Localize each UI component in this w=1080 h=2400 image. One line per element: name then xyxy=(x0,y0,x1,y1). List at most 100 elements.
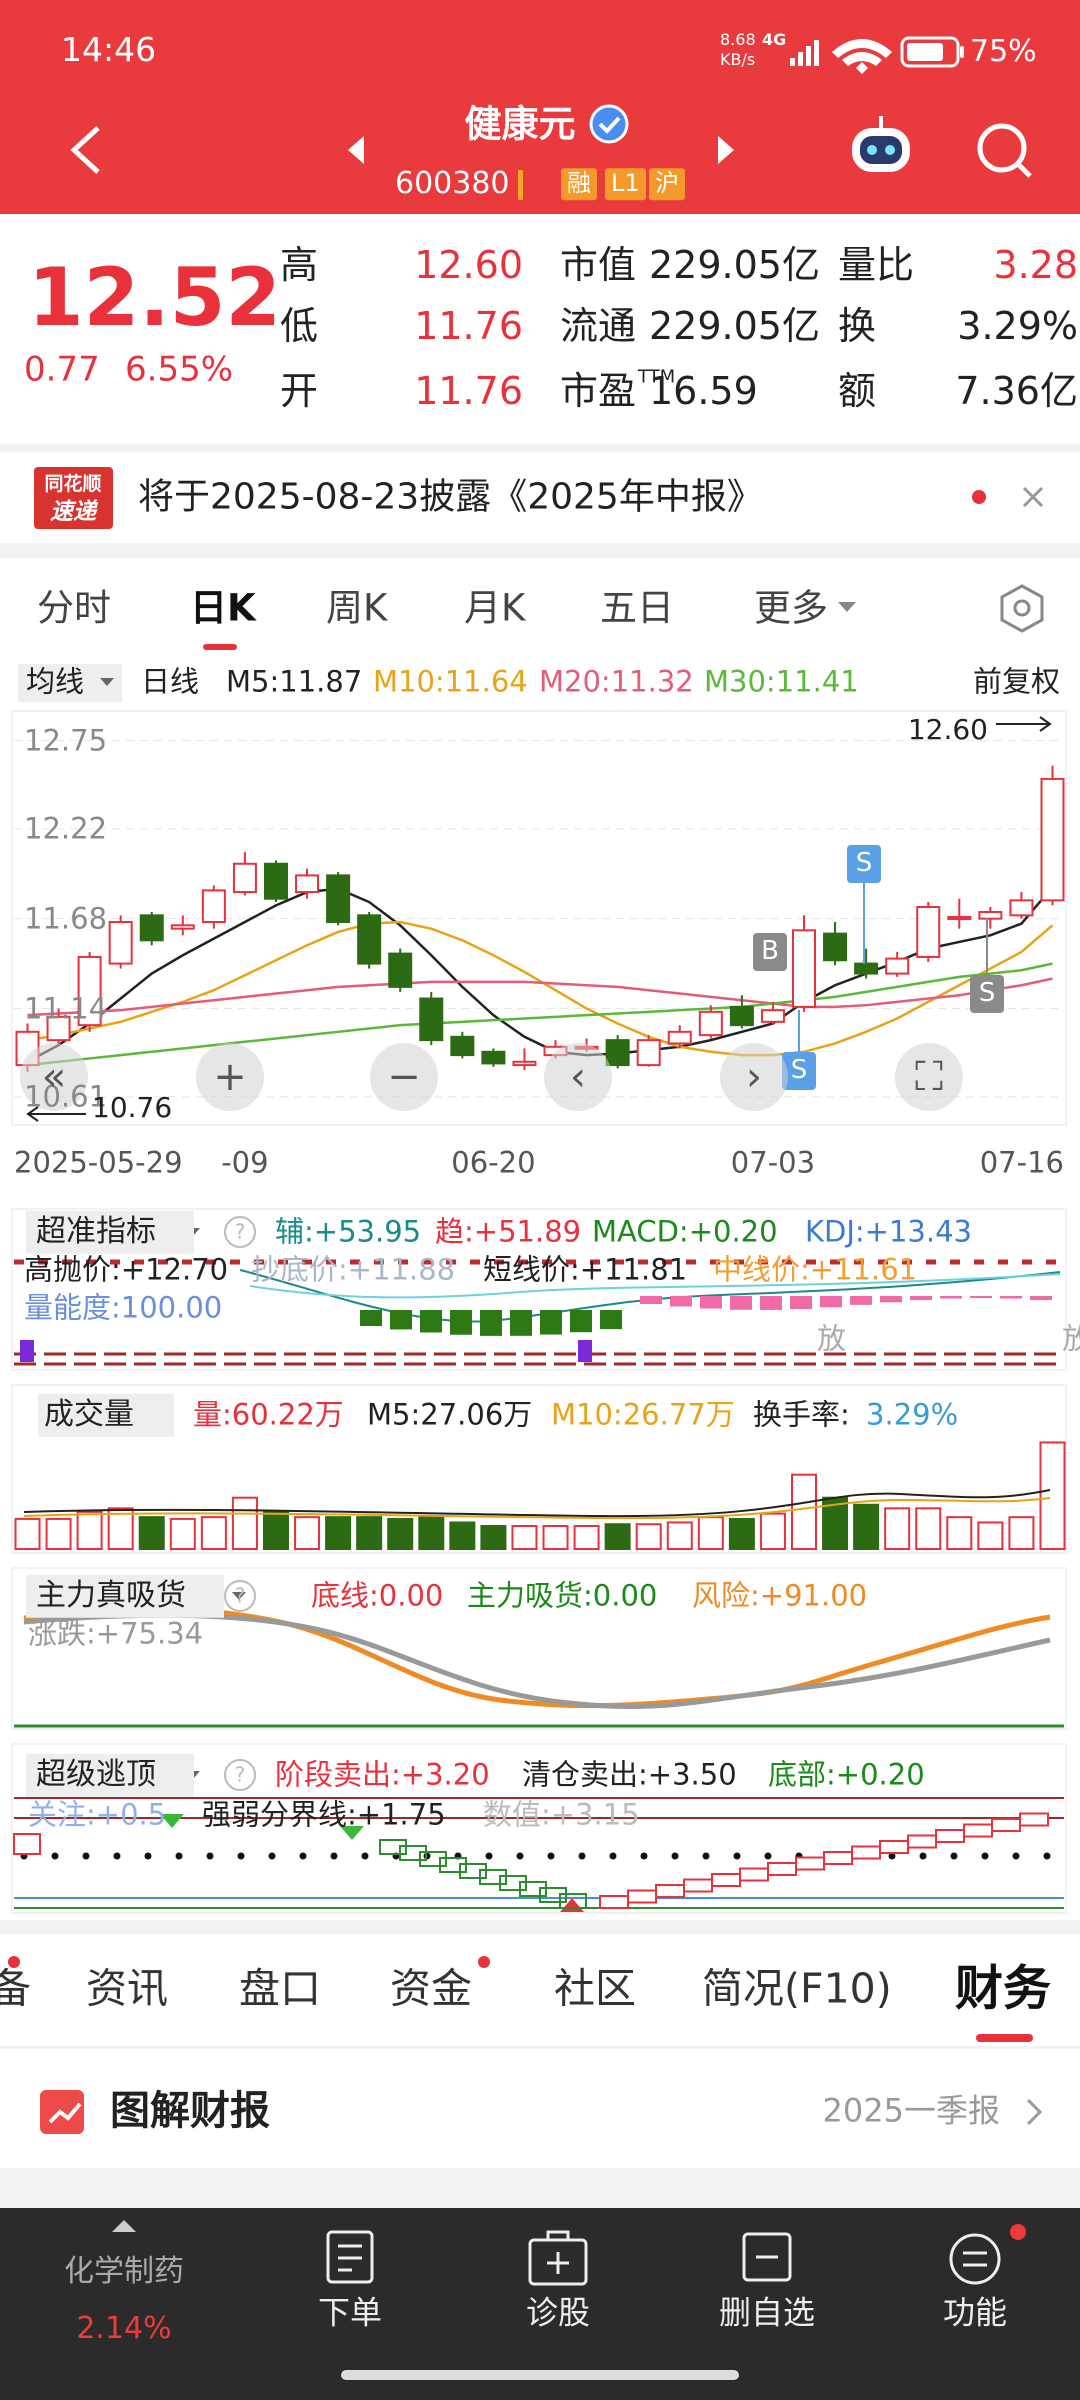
indicator-value: 涨跌:+75.34 xyxy=(28,1616,204,1651)
candle-body xyxy=(636,1039,661,1067)
indicator-value: 辅:+53.95 xyxy=(275,1214,422,1249)
nav-item[interactable]: 诊股 xyxy=(525,2293,591,2332)
indicator-value: 中线价:+11.61 xyxy=(713,1252,918,1287)
robot-icon[interactable] xyxy=(852,116,910,172)
stat-value: 7.36亿 xyxy=(955,369,1078,414)
separator xyxy=(0,2046,1080,2049)
section-tab[interactable]: 财务 xyxy=(955,1960,1052,2017)
indicator-value: 高抛价:+12.70 xyxy=(24,1252,229,1287)
section-tab[interactable]: 盘口 xyxy=(239,1964,321,2013)
candle-body xyxy=(823,932,848,962)
chart-control[interactable] xyxy=(544,1043,612,1111)
volume-bar xyxy=(200,1516,227,1550)
candle-body xyxy=(326,874,351,923)
y-tick-label: 11.68 xyxy=(24,900,108,935)
period-tab[interactable]: 分时 xyxy=(37,586,111,630)
macd-bar xyxy=(670,1296,692,1307)
period-tab[interactable]: 日K xyxy=(190,586,256,630)
section-tab[interactable]: 简况(F10) xyxy=(702,1964,892,2013)
indicator-value: 阶段卖出:+3.20 xyxy=(275,1757,490,1792)
step xyxy=(599,1895,629,1909)
panel-title[interactable]: 主力真吸货 xyxy=(26,1574,224,1618)
chart-control[interactable] xyxy=(895,1043,963,1111)
help-icon xyxy=(224,1216,256,1248)
candle-body xyxy=(170,924,195,930)
period-tab[interactable]: 月K xyxy=(464,586,526,630)
next-stock[interactable] xyxy=(718,136,734,164)
indicator-4-graphics xyxy=(13,1797,1064,1912)
candle-body xyxy=(419,997,444,1042)
ma-line xyxy=(27,962,1053,1067)
stat-value: 11.76 xyxy=(414,369,523,414)
chart-control-icon: ⛶ xyxy=(915,1054,943,1100)
indicator-value: 趋:+51.89 xyxy=(435,1214,582,1249)
search-icon[interactable] xyxy=(977,123,1032,178)
macd-bar xyxy=(1030,1296,1052,1301)
y-tick-label: 11.14 xyxy=(24,990,108,1025)
x-tick-label: 07-16 xyxy=(979,1145,1064,1180)
stat-value: 11.76 xyxy=(414,304,523,349)
ma-line xyxy=(27,920,1054,1057)
section-tab[interactable]: 资金 xyxy=(390,1964,472,2013)
status-icons xyxy=(790,36,964,74)
nav-badge xyxy=(1010,2224,1026,2240)
ma-line xyxy=(27,977,1053,1017)
dot xyxy=(888,1852,896,1860)
volume-bar xyxy=(325,1516,352,1550)
macd-bar xyxy=(510,1310,532,1336)
tab-badge xyxy=(478,1956,490,1968)
period-tab[interactable]: 五日 xyxy=(600,586,674,630)
tab-underline xyxy=(976,2034,1033,2042)
nav-item[interactable]: 删自选 xyxy=(718,2293,816,2332)
candle-body xyxy=(978,911,1003,920)
adjust[interactable]: 前复权 xyxy=(972,664,1060,699)
notice-text[interactable]: 将于2025-08-23披露《2025年中报》 xyxy=(138,476,763,518)
section-tab[interactable]: 资讯 xyxy=(86,1964,168,2013)
report-period[interactable]: 2025一季报 xyxy=(822,2091,1000,2130)
settings-icon[interactable] xyxy=(1000,584,1044,633)
step xyxy=(1019,1812,1049,1827)
dot xyxy=(609,1852,617,1860)
dot xyxy=(82,1852,90,1860)
dot xyxy=(919,1852,927,1860)
step xyxy=(655,1884,685,1898)
chart-control[interactable] xyxy=(370,1043,438,1111)
period-tab[interactable]: 更多 xyxy=(754,586,828,630)
x-tick-label: 06-20 xyxy=(451,1145,536,1180)
step xyxy=(879,1840,909,1854)
candle-body xyxy=(450,1035,475,1057)
volume-legend: M5:27.06万 xyxy=(367,1397,533,1432)
indicator-value: MACD:+0.20 xyxy=(592,1214,778,1249)
logo-top: 同花顺 xyxy=(44,473,102,496)
sector[interactable]: 化学制药 xyxy=(64,2253,184,2289)
x-tick-label: 07-03 xyxy=(730,1145,816,1180)
max-arrow xyxy=(996,716,1052,732)
ma-period: 日线 xyxy=(141,664,200,699)
back-button[interactable] xyxy=(70,126,100,174)
min-label: 10.76 xyxy=(92,1090,173,1124)
indicator-value: 底部:+0.20 xyxy=(768,1757,925,1792)
nav-item[interactable]: 功能 xyxy=(942,2293,1008,2332)
candle-body xyxy=(139,914,164,942)
chart-control[interactable] xyxy=(20,1043,88,1111)
dot xyxy=(578,1852,586,1860)
chart-control[interactable] xyxy=(720,1043,788,1111)
section-tab[interactable]: 备 xyxy=(0,1964,31,2013)
prev-stock[interactable] xyxy=(348,136,364,164)
section-tab[interactable]: 社区 xyxy=(554,1964,636,2013)
ma-selector[interactable]: 均线 xyxy=(26,664,85,699)
volume-bar xyxy=(169,1517,196,1551)
chart-control[interactable] xyxy=(196,1043,264,1111)
volume-bar xyxy=(231,1496,258,1550)
nav-item[interactable]: 下单 xyxy=(317,2293,383,2332)
notice-close[interactable] xyxy=(1022,486,1044,508)
macd-bar xyxy=(480,1310,502,1336)
panel-title[interactable]: 超级逃顶 xyxy=(26,1753,194,1797)
help-icon xyxy=(224,1580,256,1612)
panel-title[interactable]: 超准指标 xyxy=(26,1210,194,1254)
period-tab[interactable]: 周K xyxy=(326,586,388,630)
badge: 沪 xyxy=(649,168,685,200)
candle-body xyxy=(512,1060,537,1067)
panel-title[interactable]: 成交量 xyxy=(38,1393,174,1437)
